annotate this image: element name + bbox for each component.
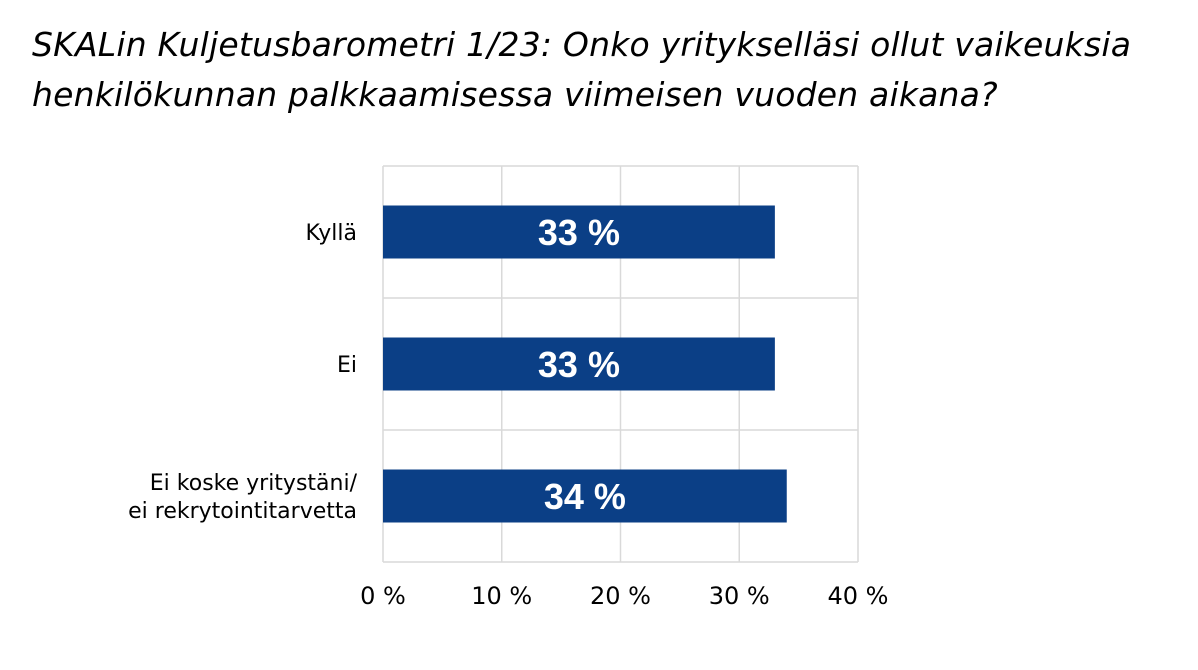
data-label: 33 % [538, 212, 620, 253]
chart-title: SKALin Kuljetusbarometri 1/23: Onko yrit… [32, 20, 1182, 120]
chart-title-line-2: henkilökunnan palkkaamisessa viimeisen v… [32, 75, 998, 114]
bar [383, 205, 775, 259]
x-tick-label: 40 % [828, 582, 889, 610]
category-label: Ei [337, 353, 357, 378]
bar [383, 337, 775, 391]
category-label: Kyllä [305, 221, 357, 246]
x-tick-label: 30 % [709, 582, 770, 610]
category-label: ei rekrytointitarvetta [128, 499, 357, 524]
x-tick-label: 0 % [360, 582, 406, 610]
x-tick-label: 20 % [590, 582, 651, 610]
chart-title-line-1: SKALin Kuljetusbarometri 1/23: Onko yrit… [32, 25, 1132, 64]
data-label: 34 % [544, 476, 626, 517]
bar [383, 469, 787, 523]
category-label: Ei koske yritystäni/ [150, 471, 358, 496]
x-tick-label: 10 % [471, 582, 532, 610]
data-label: 33 % [538, 344, 620, 385]
